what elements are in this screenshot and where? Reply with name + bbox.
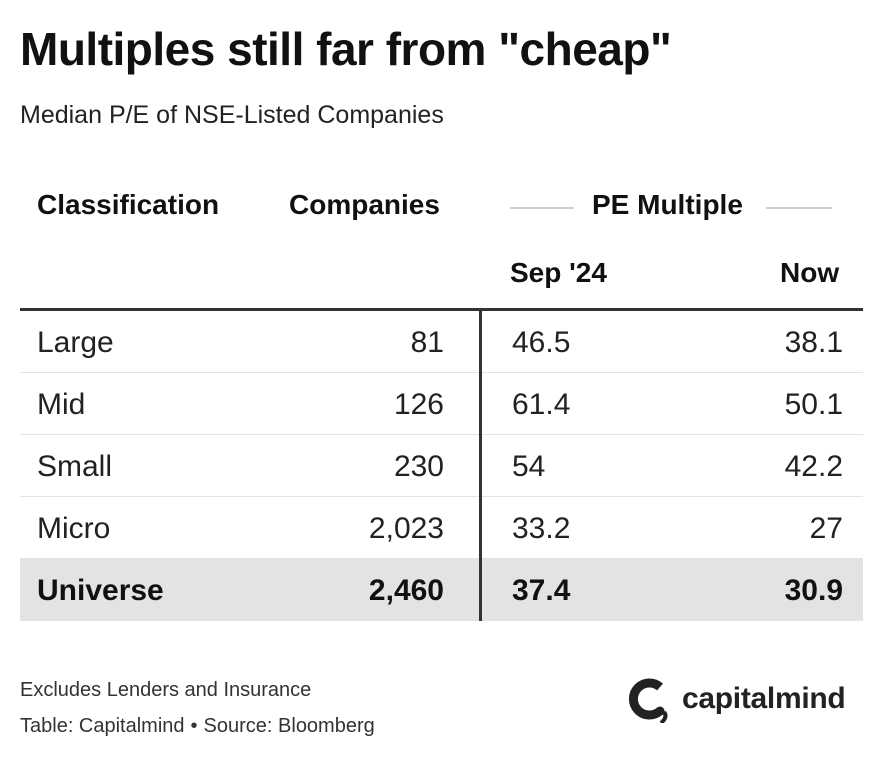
cell-companies: 230 (393, 450, 444, 483)
table-row-small: Small 230 54 42.2 (20, 435, 863, 497)
pe-group-line-right (766, 207, 832, 209)
capitalmind-logo-icon (628, 678, 668, 723)
cell-now: 42.2 (784, 450, 843, 483)
footnote-source: Table: Capitalmind • Source: Bloomberg (20, 715, 375, 738)
table-row-universe: Universe 2,460 37.4 30.9 (20, 559, 863, 621)
column-divider (479, 311, 482, 621)
cell-classification: Small (37, 450, 113, 483)
cell-sep24: 61.4 (512, 388, 571, 421)
cell-classification: Universe (37, 574, 164, 607)
capitalmind-logo: capitalmind (624, 674, 846, 724)
table-row-large: Large 81 46.5 38.1 (20, 311, 863, 373)
chart-subtitle: Median P/E of NSE-Listed Companies (20, 101, 444, 129)
header-pe-multiple: PE Multiple (592, 189, 743, 220)
cell-now: 50.1 (784, 388, 843, 421)
cell-now: 38.1 (784, 326, 843, 359)
footnote-exclusions: Excludes Lenders and Insurance (20, 679, 312, 701)
cell-companies: 81 (410, 326, 444, 359)
cell-classification: Large (37, 326, 114, 359)
header-classification: Classification (37, 189, 220, 220)
cell-sep24: 54 (512, 450, 546, 483)
table-row-mid: Mid 126 61.4 50.1 (20, 373, 863, 435)
cell-sep24: 46.5 (512, 326, 571, 359)
capitalmind-wordmark: capitalmind (682, 682, 846, 715)
cell-classification: Mid (37, 388, 86, 421)
table-row-micro: Micro 2,023 33.2 27 (20, 497, 863, 559)
chart-title: Multiples still far from "cheap" (20, 23, 672, 75)
cell-classification: Micro (37, 512, 111, 545)
table-credit: Table: Capitalmind (20, 715, 185, 737)
cell-sep24: 33.2 (512, 512, 571, 545)
cell-sep24: 37.4 (512, 574, 571, 607)
header-sep24: Sep '24 (510, 257, 607, 288)
separator-dot: • (190, 715, 198, 737)
cell-companies: 2,023 (368, 512, 444, 545)
cell-now: 30.9 (784, 574, 843, 607)
cell-companies: 126 (393, 388, 444, 421)
data-table: Large 81 46.5 38.1 Mid 126 61.4 50.1 Sma… (20, 308, 863, 621)
source-credit: Source: Bloomberg (203, 715, 375, 737)
header-now: Now (780, 257, 840, 288)
cell-now: 27 (809, 512, 843, 545)
header-companies: Companies (289, 189, 440, 220)
cell-companies: 2,460 (368, 574, 444, 607)
pe-group-line-left (510, 207, 574, 209)
